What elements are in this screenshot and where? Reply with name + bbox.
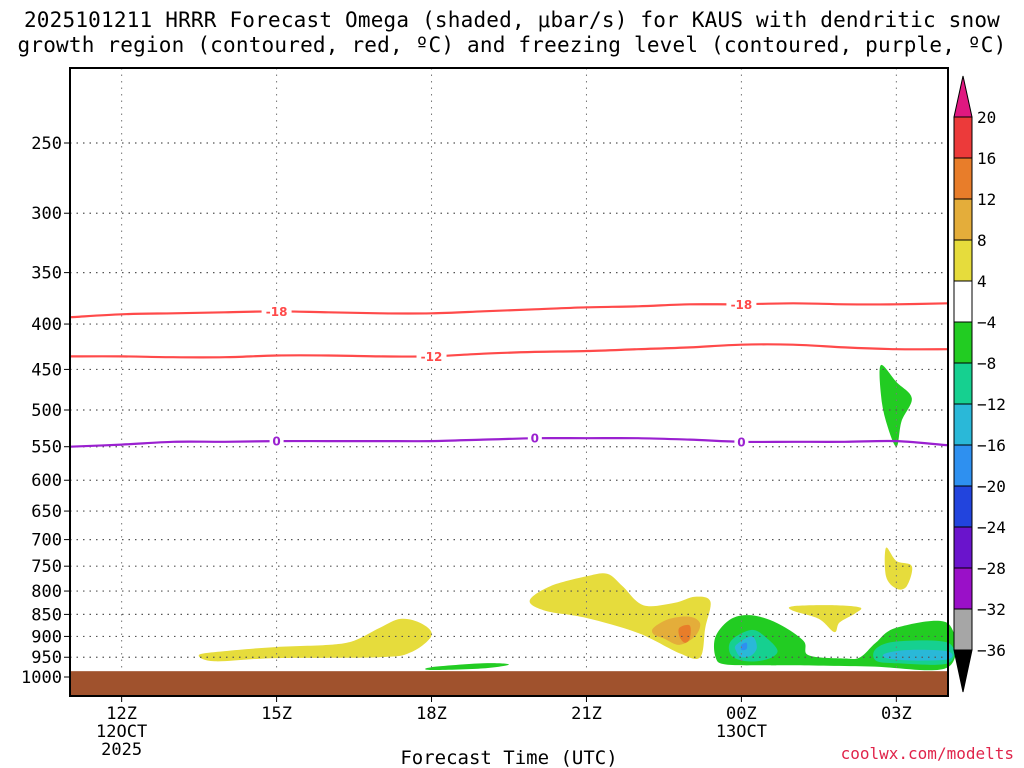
- colorbar-segment: [953, 608, 973, 651]
- x-tick-label-21Z: 21Z: [571, 704, 602, 724]
- omega-region-12: [882, 649, 953, 661]
- x-tick-date: 13OCT: [716, 722, 767, 742]
- y-tick-label-650: 650: [31, 502, 62, 522]
- colorbar-label: 8: [977, 231, 987, 250]
- omega-shading-layer: [198, 364, 957, 671]
- contour-label-0: 0: [737, 435, 745, 449]
- colorbar-segment: [953, 567, 973, 610]
- x-tick-label-00Z: 00Z: [726, 704, 757, 724]
- omega-region-5: [678, 624, 691, 643]
- colorbar-segment: [953, 239, 973, 282]
- contour-label-bg: [527, 431, 542, 446]
- omega-region-6: [879, 364, 912, 447]
- contour-label-minus12: -12: [421, 350, 443, 364]
- colorbar-label: −28: [977, 559, 1006, 578]
- y-tick-label-900: 900: [31, 627, 62, 647]
- contour-label-bg: [726, 297, 757, 312]
- colorbar-label: 16: [977, 149, 996, 168]
- y-tick-label-350: 350: [31, 264, 62, 284]
- colorbar-segment: [953, 198, 973, 241]
- x-tick-label-03Z: 03Z: [881, 704, 912, 724]
- ground-surface: [70, 671, 948, 696]
- y-tick-label-300: 300: [31, 204, 62, 224]
- omega-region-0: [198, 618, 432, 662]
- y-tick-label-1000: 1000: [21, 668, 62, 688]
- y-tick-label-600: 600: [31, 471, 62, 491]
- colorbar-label: 12: [977, 190, 996, 209]
- chart-title-line-2: growth region (contoured, red, ºC) and f…: [17, 33, 1007, 57]
- colorbar-label: −8: [977, 354, 996, 373]
- colorbar-segment: [953, 485, 973, 528]
- colorbar-label: −24: [977, 518, 1006, 537]
- axis-layer: 2503003504004505005506006507007508008509…: [21, 134, 912, 760]
- x-tick-label-18Z: 18Z: [416, 704, 447, 724]
- grid-layer: [70, 68, 948, 696]
- x-axis-label: Forecast Time (UTC): [400, 747, 617, 768]
- y-tick-label-750: 750: [31, 557, 62, 577]
- x-tick-label-12Z: 12Z: [106, 704, 137, 724]
- colorbar: 20 16 12 8 4 −4 −8 −12 −16 −20 −24 −28 −32 −36: [953, 75, 1006, 693]
- omega-region-2: [788, 605, 862, 633]
- contour-label-0: 0: [272, 435, 280, 449]
- contour-label-bg: [269, 434, 284, 449]
- colorbar-segment: [953, 526, 973, 569]
- x-tick-label-15Z: 15Z: [261, 704, 292, 724]
- contour-label-bg: [261, 304, 292, 319]
- colorbar-segment: [953, 444, 973, 487]
- contour-label-0: 0: [531, 432, 539, 446]
- omega-region-13: [740, 642, 748, 651]
- colorbar-segment: [953, 362, 973, 405]
- chart-title-line-1: 2025101211 HRRR Forecast Omega (shaded, …: [23, 8, 1001, 32]
- y-tick-label-800: 800: [31, 582, 62, 602]
- omega-region-3: [884, 547, 913, 590]
- x-tick-year: 2025: [101, 740, 142, 760]
- colorbar-label: 4: [977, 272, 987, 291]
- colorbar-label: −20: [977, 477, 1006, 496]
- y-tick-label-400: 400: [31, 315, 62, 335]
- colorbar-label: −16: [977, 436, 1006, 455]
- colorbar-segment: [953, 280, 973, 323]
- contour-label-bg: [734, 434, 749, 449]
- colorbar-segment: [953, 403, 973, 446]
- omega-region-7: [425, 663, 509, 671]
- colorbar-segment: [953, 116, 973, 159]
- colorbar-label: −4: [977, 313, 996, 332]
- colorbar-segment: [953, 321, 973, 364]
- y-tick-label-950: 950: [31, 648, 62, 668]
- plot-frame: [69, 67, 949, 697]
- colorbar-label: 20: [977, 108, 996, 127]
- colorbar-label: −36: [977, 641, 1006, 660]
- contour-label-bg: [416, 349, 447, 364]
- contour-0: [69, 437, 949, 448]
- colorbar-segment: [953, 157, 973, 200]
- contour-label-minus18: -18: [731, 298, 753, 312]
- y-tick-label-500: 500: [31, 401, 62, 421]
- watermark: coolwx.com/modelts: [840, 744, 1014, 763]
- y-tick-label-250: 250: [31, 134, 62, 154]
- y-tick-label-450: 450: [31, 360, 62, 380]
- colorbar-label: −32: [977, 600, 1006, 619]
- colorbar-bottom-arrow: [953, 649, 973, 693]
- colorbar-top-arrow: [953, 75, 973, 118]
- contour-minus12: [69, 343, 949, 359]
- colorbar-label: −12: [977, 395, 1006, 414]
- x-tick-date: 12OCT: [96, 722, 147, 742]
- y-tick-label-850: 850: [31, 605, 62, 625]
- y-tick-label-550: 550: [31, 438, 62, 458]
- contour-label-minus18: -18: [266, 305, 288, 319]
- contour-minus18: [69, 302, 949, 319]
- y-tick-label-700: 700: [31, 531, 62, 551]
- contour-layer: -18 -18 -12 0 0 0: [69, 297, 949, 449]
